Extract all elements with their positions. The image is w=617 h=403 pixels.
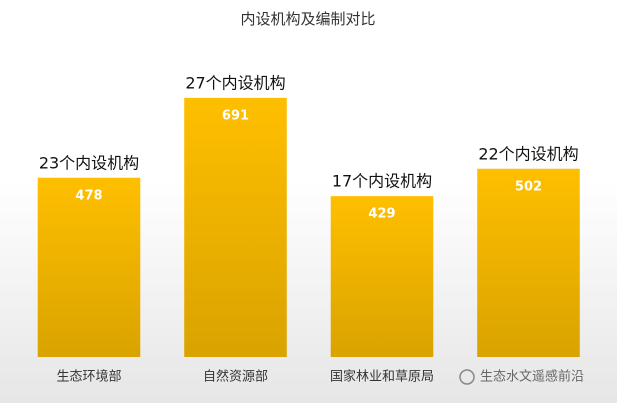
x-tick-label: 生态环境部 bbox=[56, 370, 121, 385]
value-label: 691 bbox=[222, 108, 249, 123]
annotation: 22个内设机构 bbox=[478, 144, 578, 163]
watermark-icon bbox=[459, 369, 475, 385]
annotation: 17个内设机构 bbox=[332, 172, 432, 191]
value-label: 502 bbox=[515, 179, 542, 194]
value-label: 478 bbox=[75, 188, 102, 203]
chart-title: 内设机构及编制对比 bbox=[240, 10, 375, 28]
x-tick-label: 国家林业和草原局 bbox=[330, 369, 434, 385]
value-label: 429 bbox=[368, 207, 395, 222]
annotation: 27个内设机构 bbox=[185, 73, 285, 92]
bar bbox=[184, 97, 287, 357]
bar bbox=[330, 196, 434, 357]
x-tick-label: 自然资源部 bbox=[203, 369, 268, 385]
annotation: 23个内设机构 bbox=[39, 153, 139, 172]
bar bbox=[477, 168, 580, 357]
bar bbox=[37, 177, 141, 357]
watermark: 生态水文遥感前沿 bbox=[480, 369, 584, 385]
